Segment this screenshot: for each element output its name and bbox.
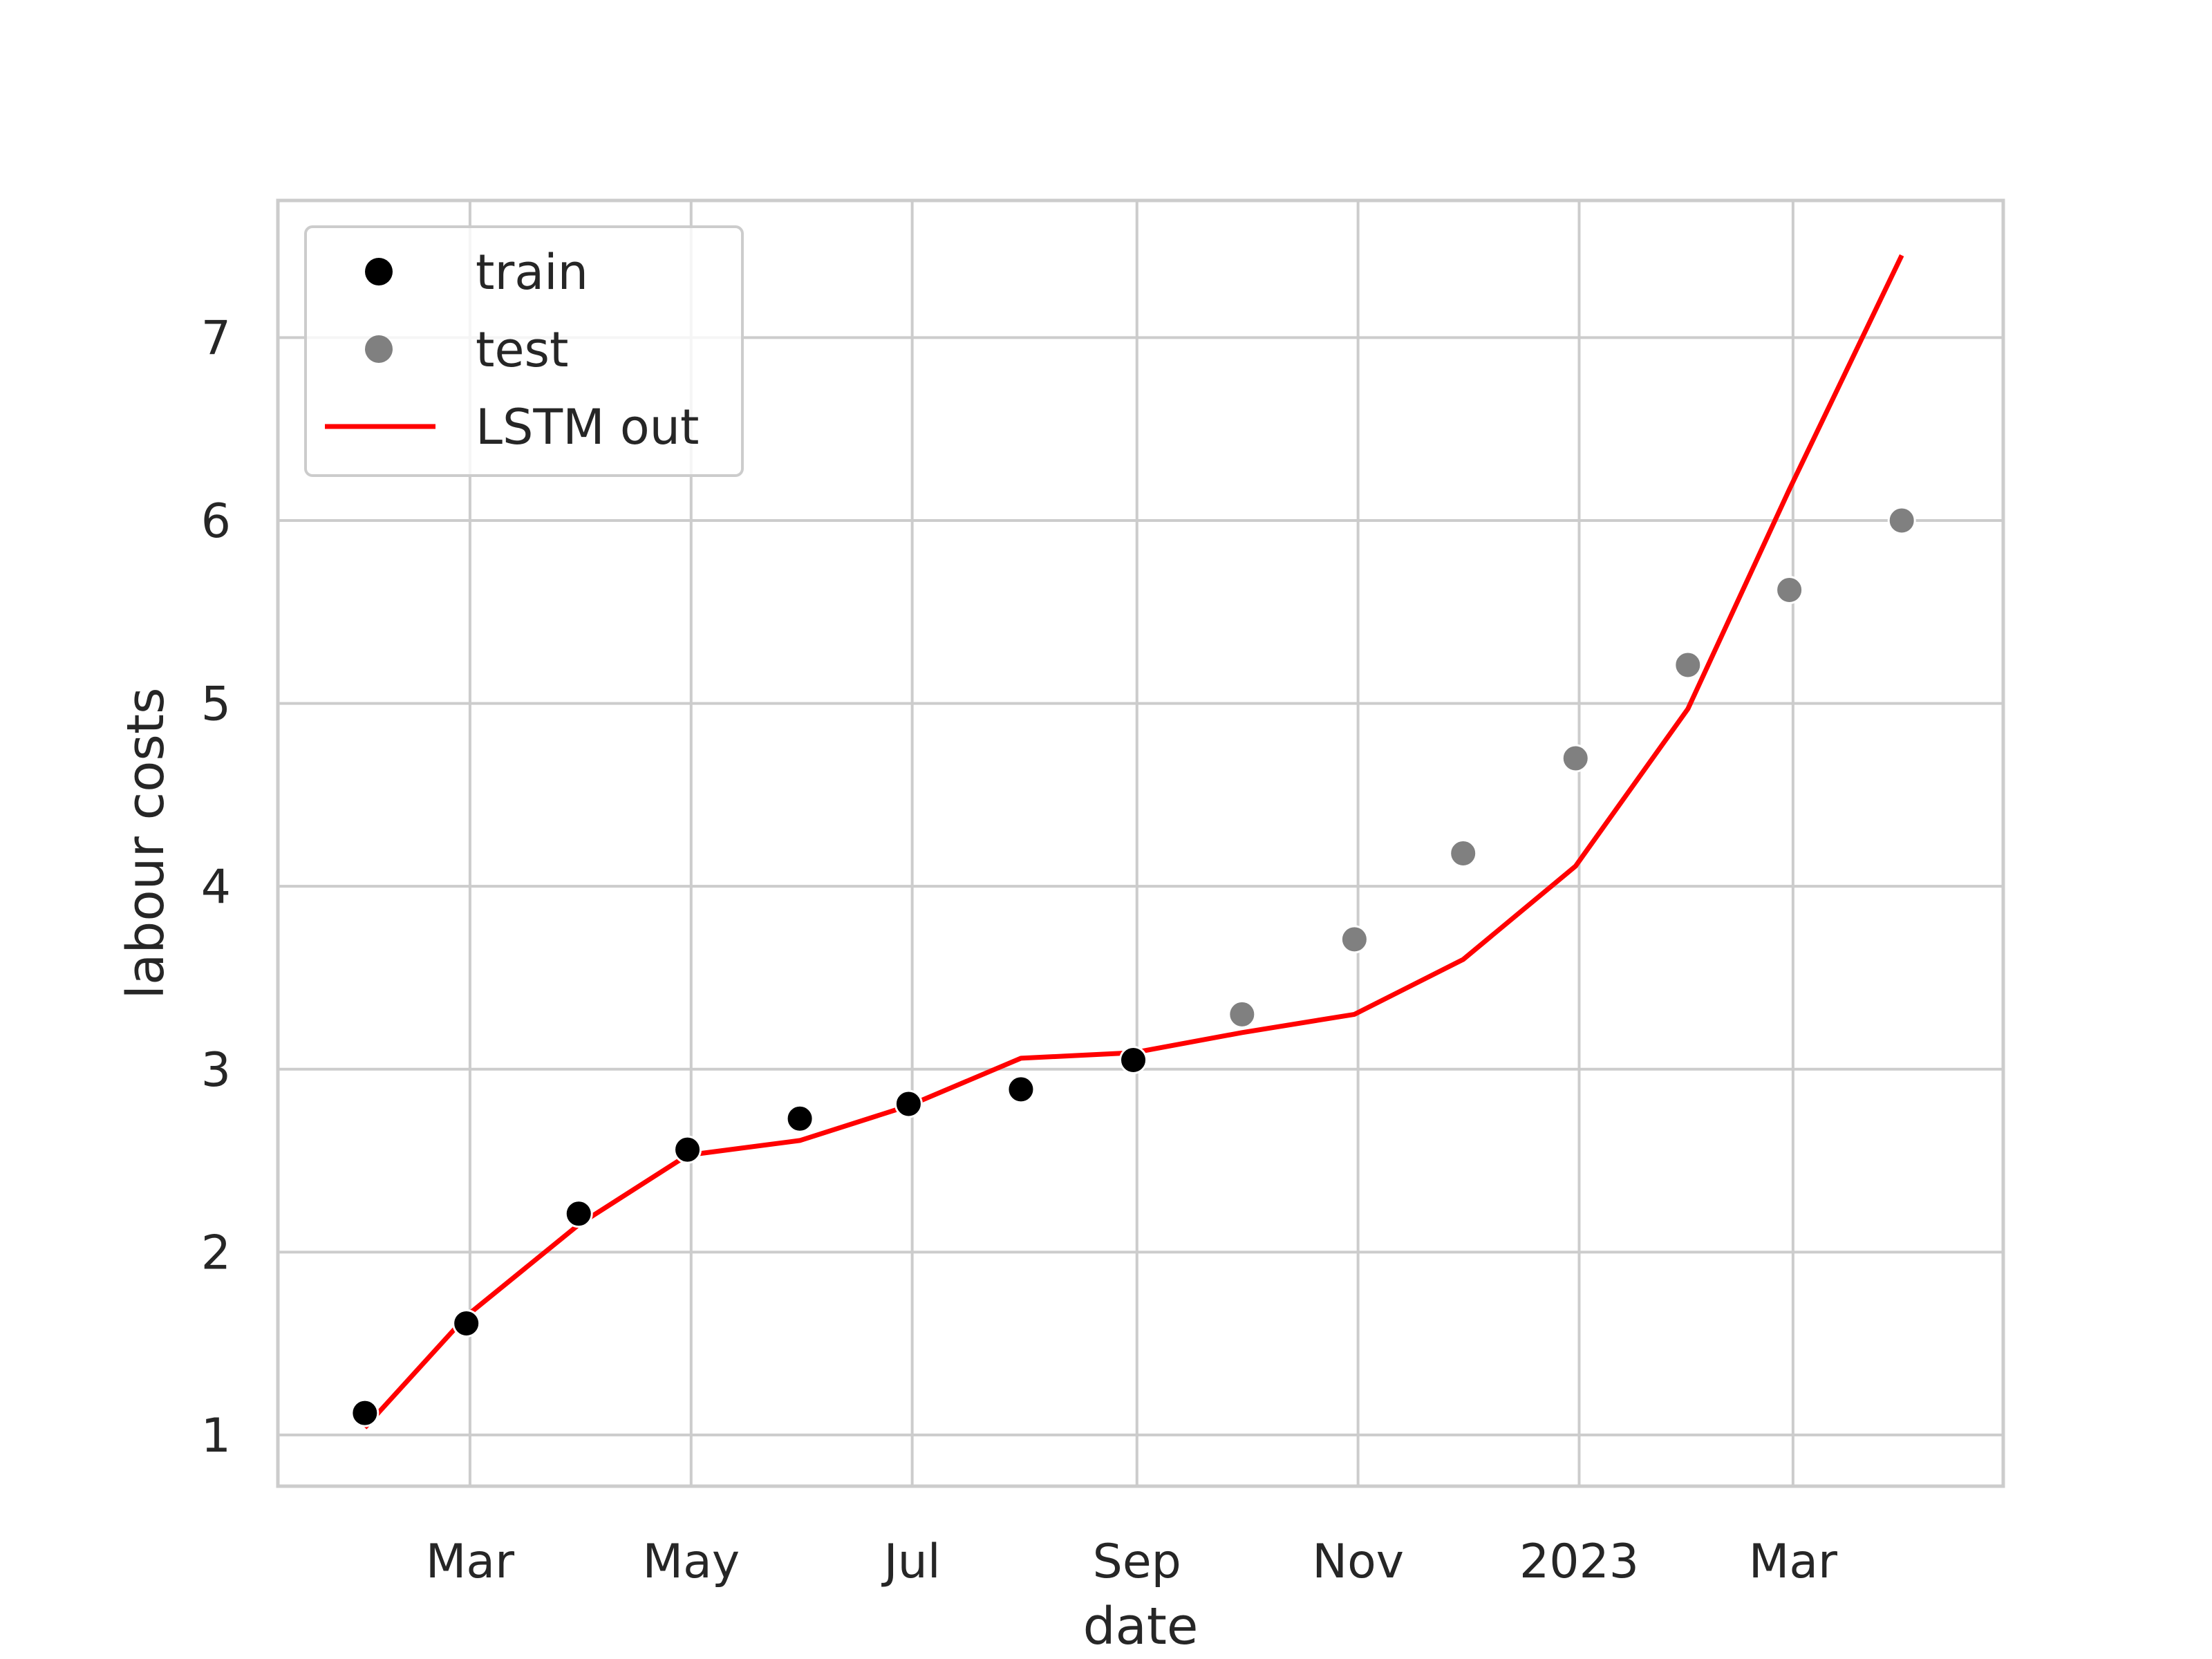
x-tick-label: Mar <box>1749 1535 1837 1589</box>
point-train <box>350 1398 379 1427</box>
y-axis-label: labour costs <box>116 687 176 999</box>
x-tick-label: Sep <box>1093 1535 1181 1589</box>
x-tick-label: Jul <box>881 1535 941 1589</box>
x-tick-labels: Mar May Jul Sep Nov 2023 Mar <box>426 1535 1837 1589</box>
y-tick-label: 4 <box>201 860 231 915</box>
point-test <box>1228 1000 1257 1029</box>
point-train <box>894 1089 923 1118</box>
x-tick-label: Mar <box>426 1535 514 1589</box>
x-tick-label: May <box>642 1535 740 1589</box>
y-tick-label: 7 <box>201 311 231 366</box>
point-train <box>785 1104 814 1133</box>
grid <box>278 200 2003 1486</box>
point-test <box>1449 839 1478 868</box>
x-tick-label: Nov <box>1312 1535 1404 1589</box>
legend-label-lstm-out: LSTM out <box>476 399 699 456</box>
legend-marker-train <box>365 258 393 285</box>
point-test <box>1674 650 1703 679</box>
x-axis-label: date <box>1083 1597 1199 1656</box>
legend-label-train: train <box>476 244 588 301</box>
y-tick-label: 6 <box>201 494 231 549</box>
y-tick-label: 1 <box>201 1409 231 1463</box>
point-train <box>564 1199 593 1228</box>
x-tick-label: 2023 <box>1519 1535 1639 1589</box>
scatter-series <box>350 506 1916 1427</box>
legend-marker-test <box>365 335 393 363</box>
plot-frame <box>276 198 2005 1488</box>
point-test <box>1887 506 1916 535</box>
legend: train test LSTM out <box>304 225 744 477</box>
point-train <box>1006 1075 1035 1104</box>
point-test <box>1561 744 1590 773</box>
legend-label-test: test <box>476 321 568 378</box>
point-test <box>1340 925 1369 954</box>
point-test <box>1775 576 1804 605</box>
y-tick-labels: 1 2 3 4 5 6 7 <box>201 311 231 1463</box>
point-train <box>452 1309 481 1338</box>
y-tick-label: 5 <box>201 677 231 732</box>
legend-box <box>304 225 744 477</box>
y-tick-label: 2 <box>201 1226 231 1280</box>
point-train <box>673 1135 702 1164</box>
point-train <box>1119 1046 1148 1075</box>
y-tick-label: 3 <box>201 1043 231 1098</box>
